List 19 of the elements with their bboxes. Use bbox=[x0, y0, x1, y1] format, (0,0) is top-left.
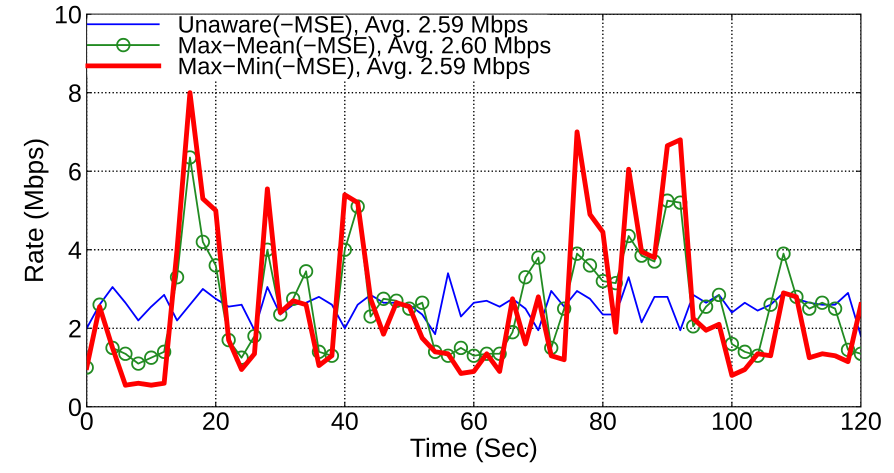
y-axis-title: Rate (Mbps) bbox=[24, 140, 48, 281]
legend-label: Max−Mean(−MSE), Avg. 2.60 Mbps bbox=[180, 36, 550, 58]
x-tick-label: 100 bbox=[712, 412, 752, 430]
x-tick-label: 0 bbox=[80, 412, 93, 430]
line-series bbox=[86, 90, 861, 388]
x-tick-label: 40 bbox=[331, 412, 358, 430]
y-tick-label: 2 bbox=[69, 320, 81, 338]
y-tick-label: 10 bbox=[56, 6, 81, 24]
y-tick-label: 0 bbox=[68, 398, 81, 416]
y-tick-label: 4 bbox=[68, 242, 82, 259]
x-tick-label: 20 bbox=[203, 412, 229, 430]
x-tick-label: 80 bbox=[590, 412, 616, 430]
x-tick-label: 60 bbox=[461, 412, 487, 430]
legend-label: Unaware(−MSE), Avg. 2.59 Mbps bbox=[179, 15, 528, 38]
y-tick-label: 8 bbox=[69, 84, 81, 102]
y-tick-label: 6 bbox=[69, 162, 81, 181]
x-axis-title: Time (Sec) bbox=[410, 438, 536, 462]
x-tick-label: 120 bbox=[842, 412, 881, 430]
legend-label: Max−Min(−MSE), Avg. 2.59 Mbps bbox=[180, 57, 530, 80]
